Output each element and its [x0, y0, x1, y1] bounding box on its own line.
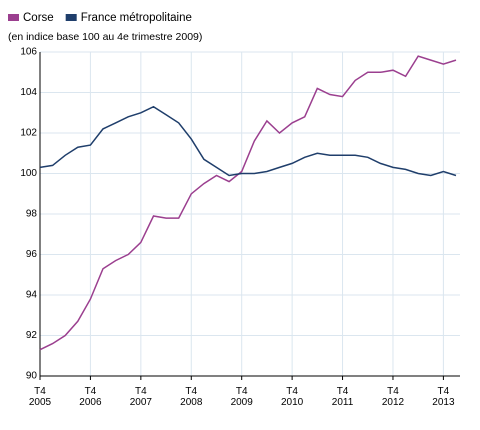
- y-tick-label: 90: [26, 371, 38, 382]
- x-tick-label-line: T4: [286, 386, 298, 397]
- legend-swatch: [65, 14, 77, 21]
- line-series: [39, 55, 457, 351]
- x-tick-label-line: T4: [337, 386, 349, 397]
- x-tick-label-line: 2005: [29, 397, 52, 408]
- x-tick-label-line: 2012: [382, 397, 405, 408]
- x-tick-label-line: T4: [438, 386, 450, 397]
- y-tick-label: 98: [26, 209, 38, 220]
- x-tick-label-line: T4: [34, 386, 46, 397]
- x-tick-label: T4 2013: [432, 386, 455, 408]
- x-tick-label: T4 2005: [29, 386, 52, 408]
- line-series: [39, 105, 457, 177]
- x-tick-label-line: T4: [85, 386, 97, 397]
- x-tick-label: T4 2011: [332, 386, 354, 408]
- y-tick-label: 96: [26, 249, 38, 260]
- x-tick-label-line: 2010: [281, 397, 304, 408]
- x-tick-label: T4 2012: [382, 386, 405, 408]
- x-tick-label-line: 2009: [231, 397, 254, 408]
- y-tick-label: 106: [20, 47, 37, 58]
- x-tick-label-line: 2008: [180, 397, 203, 408]
- y-tick-label: 102: [20, 128, 37, 139]
- x-tick-label: T4 2009: [231, 386, 254, 408]
- x-tick-label: T4 2006: [79, 386, 102, 408]
- y-tick-label: 100: [20, 168, 37, 179]
- x-tick-label: T4 2010: [281, 386, 304, 408]
- y-tick-label: 94: [26, 290, 38, 301]
- x-tick-label-line: 2011: [332, 397, 354, 408]
- x-tick-label-line: 2013: [432, 397, 455, 408]
- x-tick-label: T4 2008: [180, 386, 203, 408]
- x-tick-label-line: T4: [185, 386, 197, 397]
- legend-label: France métropolitaine: [81, 12, 192, 24]
- chart-subtitle: (en indice base 100 au 4e trimestre 2009…: [8, 31, 202, 43]
- x-tick-label: T4 2007: [130, 386, 153, 408]
- legend-swatch: [8, 14, 19, 21]
- legend-label: Corse: [23, 12, 54, 24]
- x-tick-label-line: T4: [135, 386, 147, 397]
- y-tick-label: 104: [20, 87, 37, 98]
- x-tick-label-line: 2007: [130, 397, 153, 408]
- y-tick-label: 92: [26, 330, 38, 341]
- x-tick-label-line: T4: [236, 386, 248, 397]
- x-tick-label-line: T4: [387, 386, 399, 397]
- x-tick-label-line: 2006: [79, 397, 102, 408]
